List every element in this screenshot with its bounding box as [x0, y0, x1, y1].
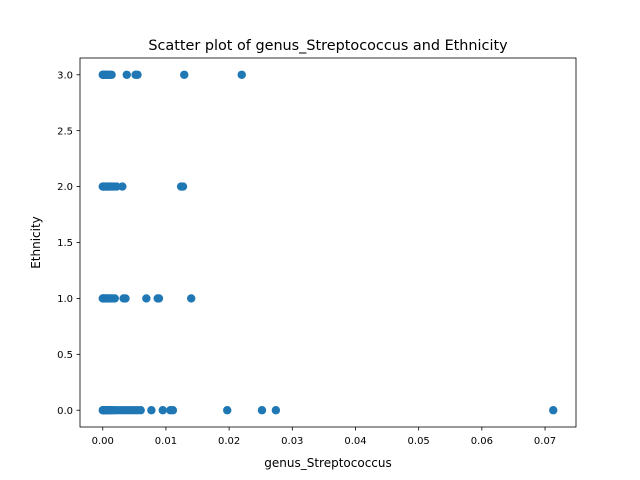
x-tick-label: 0.00 — [92, 436, 114, 447]
y-tick-label: 0.0 — [57, 406, 73, 417]
data-point — [122, 70, 131, 79]
data-point — [257, 406, 267, 415]
x-tick-label: 0.02 — [218, 436, 240, 447]
y-axis-label: Ethnicity — [29, 216, 43, 269]
data-point — [147, 406, 156, 415]
x-tick-label: 0.04 — [344, 436, 366, 447]
data-point — [549, 406, 558, 415]
data-point — [223, 406, 232, 415]
x-tick-label: 0.05 — [408, 436, 430, 447]
x-axis-ticks: 0.00 0.01 0.02 0.03 0.04 0.05 0.06 0.07 — [92, 427, 556, 447]
x-axis-label: genus_Streptococcus — [264, 456, 392, 470]
y-tick-label: 3.0 — [57, 70, 73, 81]
data-point — [121, 294, 130, 303]
data-point — [107, 70, 116, 79]
x-tick-label: 0.03 — [281, 436, 303, 447]
data-point — [133, 70, 142, 79]
data-point — [154, 294, 164, 303]
plot-area-frame — [79, 57, 577, 428]
x-tick-label: 0.07 — [534, 436, 556, 447]
data-point — [158, 406, 167, 415]
data-point — [178, 182, 188, 191]
data-point — [271, 406, 281, 415]
x-tick-label: 0.06 — [471, 436, 493, 447]
data-point — [118, 182, 127, 191]
data-point — [110, 294, 119, 303]
data-point — [142, 294, 151, 303]
x-tick-label: 0.01 — [155, 436, 177, 447]
data-points — [98, 70, 558, 415]
data-point — [168, 406, 178, 415]
data-point — [237, 70, 246, 79]
y-tick-label: 2.0 — [57, 182, 73, 193]
data-point — [187, 294, 196, 303]
y-tick-label: 1.5 — [57, 238, 73, 249]
y-tick-label: 0.5 — [57, 350, 73, 361]
y-tick-label: 2.5 — [57, 126, 73, 137]
data-point — [136, 406, 145, 415]
chart-title: Scatter plot of genus_Streptococcus and … — [148, 38, 508, 54]
y-tick-label: 1.0 — [57, 294, 73, 305]
y-axis-ticks: 0.0 0.5 1.0 1.5 2.0 2.5 3.0 — [57, 70, 80, 417]
data-point — [180, 70, 189, 79]
